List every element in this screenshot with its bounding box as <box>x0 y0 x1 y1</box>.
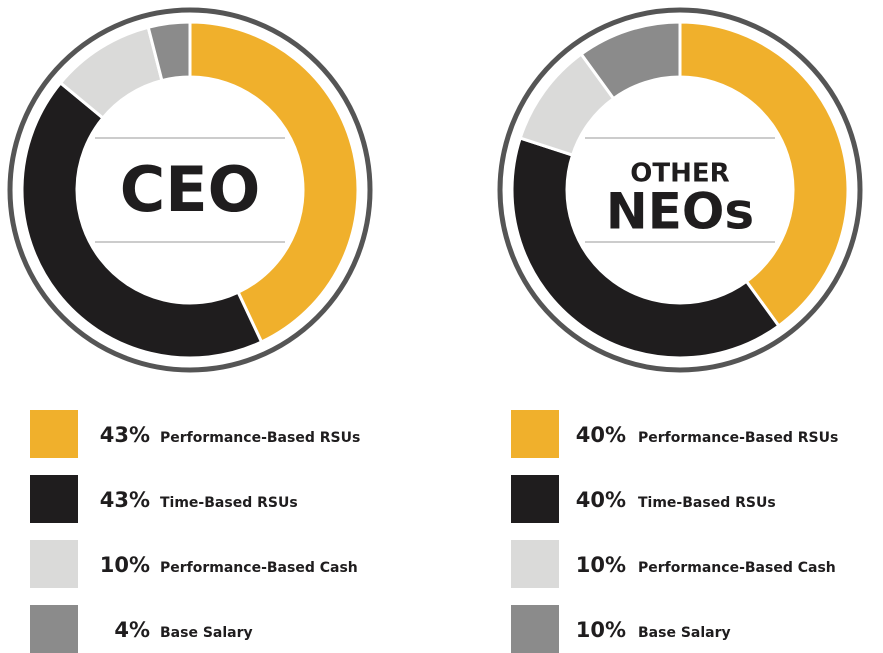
legend-value: 10% <box>100 553 150 577</box>
donut-segment <box>678 20 850 329</box>
legend-swatch <box>511 540 559 588</box>
legend-value: 40% <box>576 423 626 447</box>
legend-value: 4% <box>114 618 150 642</box>
legend-label: Performance-Based Cash <box>638 560 836 576</box>
legend-label: Time-Based RSUs <box>160 495 298 511</box>
legend-value: 43% <box>100 488 150 512</box>
legend-swatch <box>30 410 78 458</box>
legend-value: 40% <box>576 488 626 512</box>
legend-swatch <box>30 475 78 523</box>
legend-value: 43% <box>100 423 150 447</box>
outer-ring <box>7 7 373 373</box>
outer-ring <box>497 7 863 373</box>
legend-label: Performance-Based RSUs <box>638 430 838 446</box>
donut-segment <box>146 20 192 83</box>
legend-swatch <box>30 540 78 588</box>
center-label: NEOs <box>606 183 754 241</box>
legend-swatch <box>511 605 559 653</box>
legend-label: Base Salary <box>160 625 253 641</box>
center-label: CEO <box>120 153 261 226</box>
legend-label: Performance-Based Cash <box>160 560 358 576</box>
legend-swatch <box>511 475 559 523</box>
legend-value: 10% <box>576 553 626 577</box>
center-label: OTHER <box>630 159 729 189</box>
legend-swatch <box>511 410 559 458</box>
donut-segment <box>579 20 682 101</box>
legend-swatch <box>30 605 78 653</box>
legend-label: Time-Based RSUs <box>638 495 776 511</box>
legend-value: 10% <box>576 618 626 642</box>
donut-segment <box>20 80 264 360</box>
legend-label: Performance-Based RSUs <box>160 430 360 446</box>
legend-label: Base Salary <box>638 625 731 641</box>
donut-segment <box>510 136 781 360</box>
donut-segment <box>188 20 360 345</box>
